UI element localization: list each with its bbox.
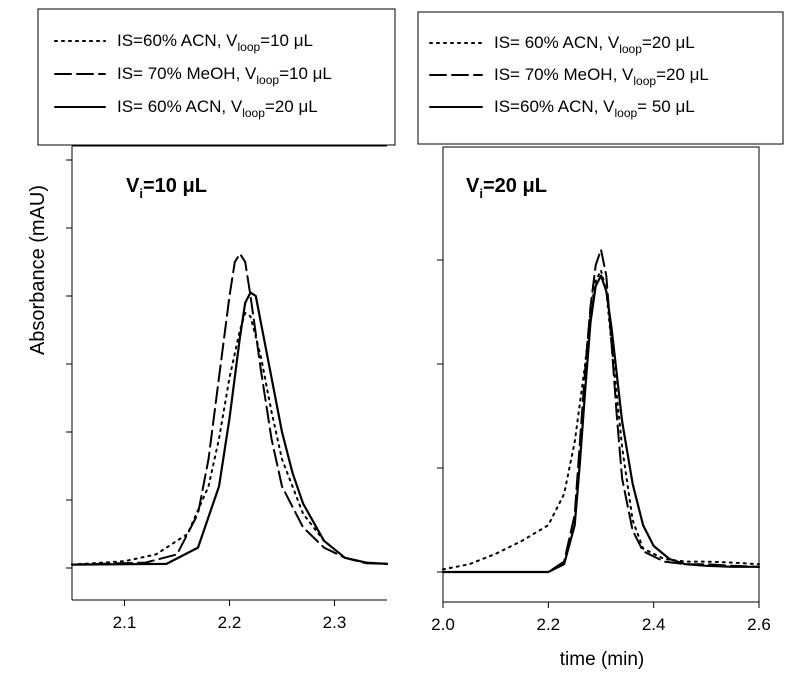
panel-2-series (441, 248, 761, 574)
legend-box-1 (37, 8, 396, 146)
y-axis-label: Absorbance (mAU) (27, 185, 49, 355)
legend-label: IS=60% ACN, Vloop=10 μL (117, 31, 313, 54)
panel-1-annotation: Vi=10 μL (126, 175, 207, 201)
legend-label: IS= 70% MeOH, Vloop=10 μL (117, 64, 332, 87)
panel-2: IS= 60% ACN, Vloop=20 μL IS= 70% MeOH, Vl… (417, 11, 784, 634)
x-tick-label: 2.4 (642, 615, 666, 634)
series-line-dashed (71, 252, 388, 566)
legend-label: IS=60% ACN, Vloop= 50 μL (494, 97, 695, 120)
panel-2-ticks: 2.0 2.2 2.4 2.6 (431, 259, 771, 634)
series-line-solid (441, 274, 761, 574)
panel-1: IS=60% ACN, Vloop=10 μL IS= 70% MeOH, Vlo… (37, 8, 396, 632)
x-tick-label: 2.3 (323, 613, 347, 632)
legend-label: IS= 70% MeOH, Vloop=20 μL (494, 65, 709, 88)
x-axis-label: time (min) (560, 649, 644, 670)
series-line-dotted (442, 269, 760, 571)
legend-2: IS= 60% ACN, Vloop=20 μL IS= 70% MeOH, Vl… (429, 33, 709, 120)
legend-1: IS=60% ACN, Vloop=10 μL IS= 70% MeOH, Vlo… (54, 31, 332, 120)
panel-2-annotation: Vi=20 μL (466, 175, 547, 201)
series-line-dashed (442, 248, 760, 573)
legend-box-2 (417, 11, 784, 145)
x-tick-label: 2.0 (431, 615, 455, 634)
legend-label: IS= 60% ACN, Vloop=20 μL (494, 33, 695, 56)
x-tick-label: 2.2 (218, 613, 242, 632)
x-tick-label: 2.2 (537, 615, 561, 634)
legend-label: IS= 60% ACN, Vloop=20 μL (117, 97, 318, 120)
series-line-solid (70, 291, 389, 566)
x-tick-label: 2.1 (113, 613, 137, 632)
panel-2-frame (442, 146, 760, 603)
panel-1-ticks: 2.1 2.2 2.3 (66, 159, 347, 632)
panel-1-series (70, 252, 389, 566)
series-line-dotted (71, 312, 388, 566)
x-tick-label: 2.6 (747, 615, 771, 634)
